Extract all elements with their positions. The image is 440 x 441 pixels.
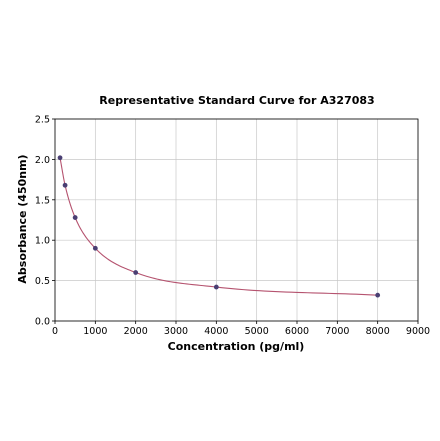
- y-tick-label: 0.0: [35, 317, 50, 328]
- x-tick-label: 2000: [124, 326, 148, 337]
- data-point: [57, 155, 63, 161]
- data-point: [375, 292, 381, 298]
- x-tick-label: 3000: [164, 326, 188, 337]
- data-point: [92, 245, 98, 251]
- x-tick-label: 8000: [366, 326, 390, 337]
- x-axis-label: Concentration (pg/ml): [168, 340, 305, 353]
- y-tick-label: 2.0: [35, 155, 50, 166]
- x-tick-label: 6000: [285, 326, 309, 337]
- data-point: [213, 284, 219, 290]
- data-point: [133, 270, 139, 275]
- x-tick-label: 7000: [325, 326, 349, 337]
- y-tick-label: 0.5: [35, 276, 50, 287]
- y-tick-label: 1.5: [35, 195, 50, 206]
- grid-lines: [54, 118, 419, 322]
- chart-title: Representative Standard Curve for A32708…: [99, 94, 374, 107]
- y-axis-label: Absorbance (450nm): [16, 154, 29, 283]
- x-tick-label: 5000: [245, 326, 269, 337]
- data-points: [57, 155, 381, 298]
- y-axis-ticks: 0.0 0.5 1.0 1.5 2.0 2.5: [35, 115, 55, 328]
- y-tick-label: 1.0: [35, 236, 50, 247]
- x-tick-label: 0: [52, 326, 58, 337]
- x-tick-label: 1000: [83, 326, 107, 337]
- fitted-curve: [59, 157, 378, 296]
- x-axis-ticks: 0 1000 2000 3000 4000 5000 6000 7000 8000 9000: [52, 321, 430, 337]
- x-tick-label: 9000: [406, 326, 430, 337]
- data-point: [62, 182, 68, 188]
- data-point: [72, 215, 78, 220]
- x-tick-label: 4000: [204, 326, 228, 337]
- plot-frame: [54, 118, 419, 322]
- y-tick-label: 2.5: [35, 115, 50, 126]
